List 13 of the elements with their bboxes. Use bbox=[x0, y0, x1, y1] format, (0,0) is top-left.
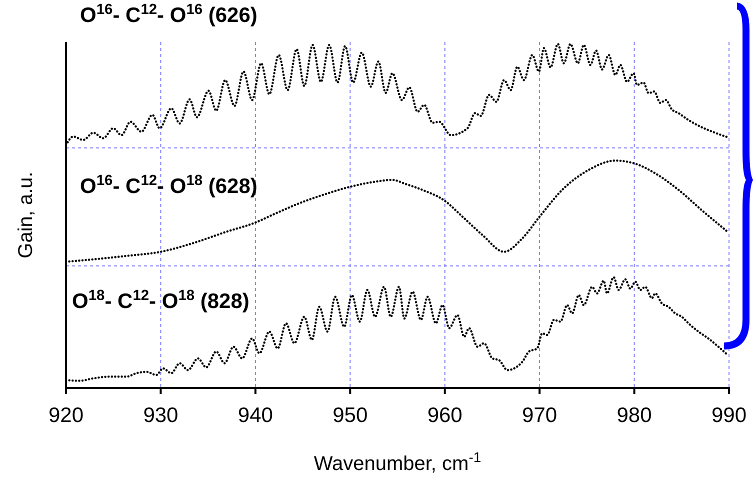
x-axis-title: Wavenumber, cm$^{-1}$ bbox=[314, 449, 482, 475]
x-tick-label: 970 bbox=[522, 404, 558, 427]
series-label: O$^{16}$- C$^{12}$- O$^{18}$ (628) bbox=[80, 173, 258, 198]
x-tick-label: 940 bbox=[238, 404, 273, 427]
series-label: O$^{16}$- C$^{12}$- O$^{16}$ (626) bbox=[80, 2, 258, 27]
x-tick-label: 930 bbox=[143, 404, 178, 427]
y-axis-title: Gain, a.u. bbox=[15, 172, 37, 258]
x-tick-label: 950 bbox=[332, 404, 368, 427]
x-tick-label: 990 bbox=[711, 404, 747, 427]
x-tick-label: 920 bbox=[48, 404, 84, 427]
x-tick-label: 960 bbox=[427, 404, 462, 427]
x-tick-label: 980 bbox=[616, 404, 652, 427]
series-label: O$^{18}$- C$^{12}$- O$^{18}$ (828) bbox=[72, 288, 250, 313]
